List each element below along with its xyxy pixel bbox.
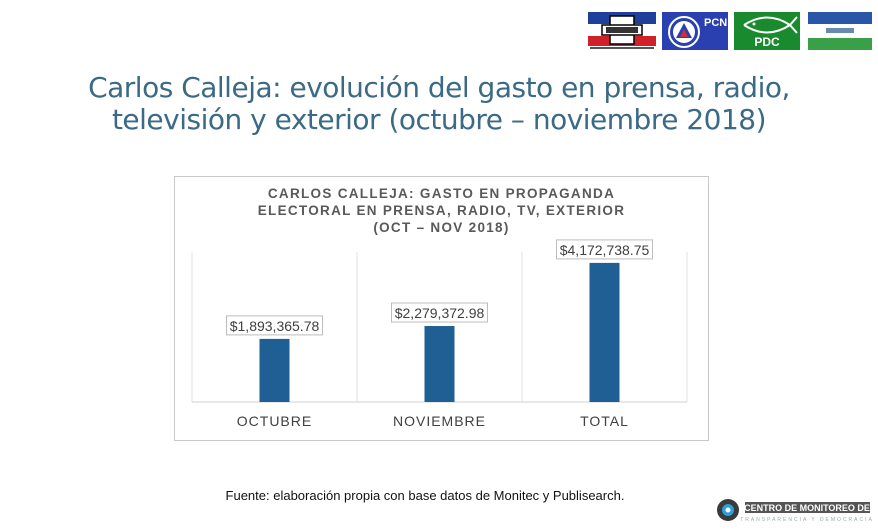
data-label-box [556, 239, 653, 260]
chart-title-line: CARLOS CALLEJA: GASTO EN PROPAGANDA [267, 186, 616, 201]
arena-logo [588, 12, 656, 49]
data-label: $1,893,365.78 [230, 318, 320, 334]
pcn-logo: PCN [662, 12, 728, 50]
data-label-box [391, 302, 488, 323]
centro-monitoreo-logo: CENTRO DE MONITOREO DE TRANSPARENCIA Y D… [717, 499, 874, 523]
svg-text:TRANSPARENCIA Y DEMOCRACIA: TRANSPARENCIA Y DEMOCRACIA [740, 517, 874, 523]
svg-text:CENTRO DE MONITOREO DE: CENTRO DE MONITOREO DE [744, 503, 870, 513]
x-tick-label: NOVIEMBRE [393, 413, 486, 429]
data-label: $4,172,738.75 [560, 242, 650, 258]
bar [259, 338, 290, 402]
bar [589, 262, 620, 402]
chart-title: CARLOS CALLEJA: GASTO EN PROPAGANDA ELEC… [175, 185, 708, 236]
pdc-logo: PDC [734, 12, 800, 50]
data-label: $2,279,372.98 [395, 305, 485, 321]
x-tick-label: OCTUBRE [237, 413, 312, 429]
plot-area: $1,893,365.78 OCTUBRE $2,279,372.98 NOVIEMB… [191, 239, 688, 429]
bar [424, 326, 455, 402]
x-tick-label: TOTAL [580, 413, 629, 429]
source-note: Fuente: elaboración propia con base dato… [225, 488, 625, 503]
chart: CARLOS CALLEJA: GASTO EN PROPAGANDA ELEC… [174, 176, 709, 441]
chart-title-line: ELECTORAL EN PRENSA, RADIO, TV, EXTERIOR [257, 203, 626, 218]
chart-title-line: (OCT – NOV 2018) [373, 220, 510, 235]
gana-logo [808, 12, 872, 50]
slide-title: Carlos Calleja: evolución del gasto en p… [88, 71, 790, 136]
svg-text:PDC: PDC [754, 35, 780, 49]
svg-text:PCN: PCN [704, 17, 727, 29]
data-label-box [226, 315, 323, 336]
